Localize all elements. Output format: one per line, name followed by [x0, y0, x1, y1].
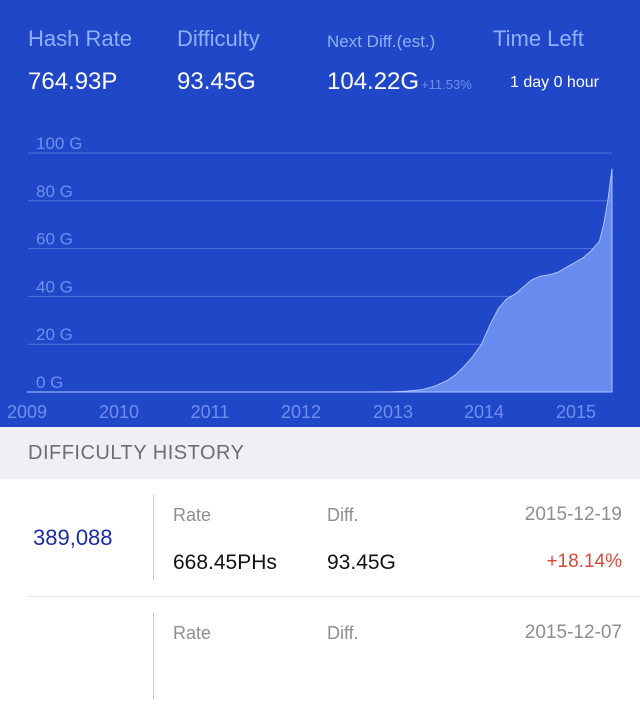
- diff-value: 93.45G: [327, 551, 396, 574]
- row-divider: [153, 613, 154, 699]
- row-date: 2015-12-19: [524, 504, 622, 525]
- x-tick-label: 2013: [373, 402, 413, 422]
- next-diff-group: 104.22G +11.53%: [327, 68, 472, 96]
- rate-label: Rate: [173, 623, 212, 643]
- section-title: DIFFICULTY HISTORY: [28, 442, 245, 464]
- history-row[interactable]: Rate Diff. 2015-12-07: [0, 597, 640, 715]
- row-divider: [153, 495, 154, 581]
- chart-area-layer: [27, 168, 613, 393]
- row-date: 2015-12-07: [524, 622, 622, 643]
- difficulty-label: Difficulty: [177, 26, 260, 51]
- diff-label: Diff.: [327, 505, 359, 525]
- x-tick-label: 2015: [556, 402, 596, 422]
- difficulty-value: 93.45G: [177, 68, 256, 95]
- stats-panel: Hash Rate 764.93P Difficulty 93.45G Next…: [0, 0, 640, 427]
- hash-rate-label: Hash Rate: [28, 26, 132, 51]
- y-tick-label: 0 G: [36, 373, 63, 392]
- block-height: 389,088: [33, 525, 113, 550]
- rate-label: Rate: [173, 505, 212, 525]
- next-diff-change: +11.53%: [421, 77, 472, 92]
- y-tick-label: 40 G: [36, 277, 73, 296]
- change-percent: +18.14%: [546, 551, 622, 572]
- time-left-label: Time Left: [493, 26, 584, 51]
- section-header: DIFFICULTY HISTORY: [0, 427, 640, 479]
- chart-x-labels: 2009 2010 2011 2012 2013 2014 2015: [7, 402, 596, 422]
- x-tick-label: 2010: [99, 402, 139, 422]
- difficulty-area: [27, 168, 613, 393]
- next-diff-label: Next Diff.(est.): [327, 32, 436, 51]
- x-tick-label: 2011: [191, 402, 230, 422]
- rate-value: 668.45PHs: [173, 551, 277, 574]
- y-tick-label: 20 G: [36, 325, 73, 344]
- hash-rate-value: 764.93P: [28, 68, 118, 95]
- x-tick-label: 2014: [464, 402, 504, 422]
- time-left-value: 1 day 0 hour: [510, 74, 599, 91]
- x-tick-label: 2012: [281, 402, 321, 422]
- diff-label: Diff.: [327, 623, 359, 643]
- row-separator: [28, 596, 640, 597]
- chart-y-labels: 0 G 20 G 40 G 60 G 80 G 100 G: [36, 134, 82, 392]
- y-tick-label: 80 G: [36, 182, 73, 201]
- difficulty-chart: 0 G 20 G 40 G 60 G 80 G 100 G 2009 2010 2011 201…: [7, 134, 613, 422]
- y-tick-label: 60 G: [36, 230, 73, 249]
- history-row[interactable]: 389,088 Rate Diff. 2015-12-19 668.45PHs …: [0, 479, 640, 597]
- next-diff-value: 104.22G: [327, 68, 420, 95]
- x-tick-label: 2009: [7, 402, 47, 422]
- y-tick-label: 100 G: [36, 134, 82, 153]
